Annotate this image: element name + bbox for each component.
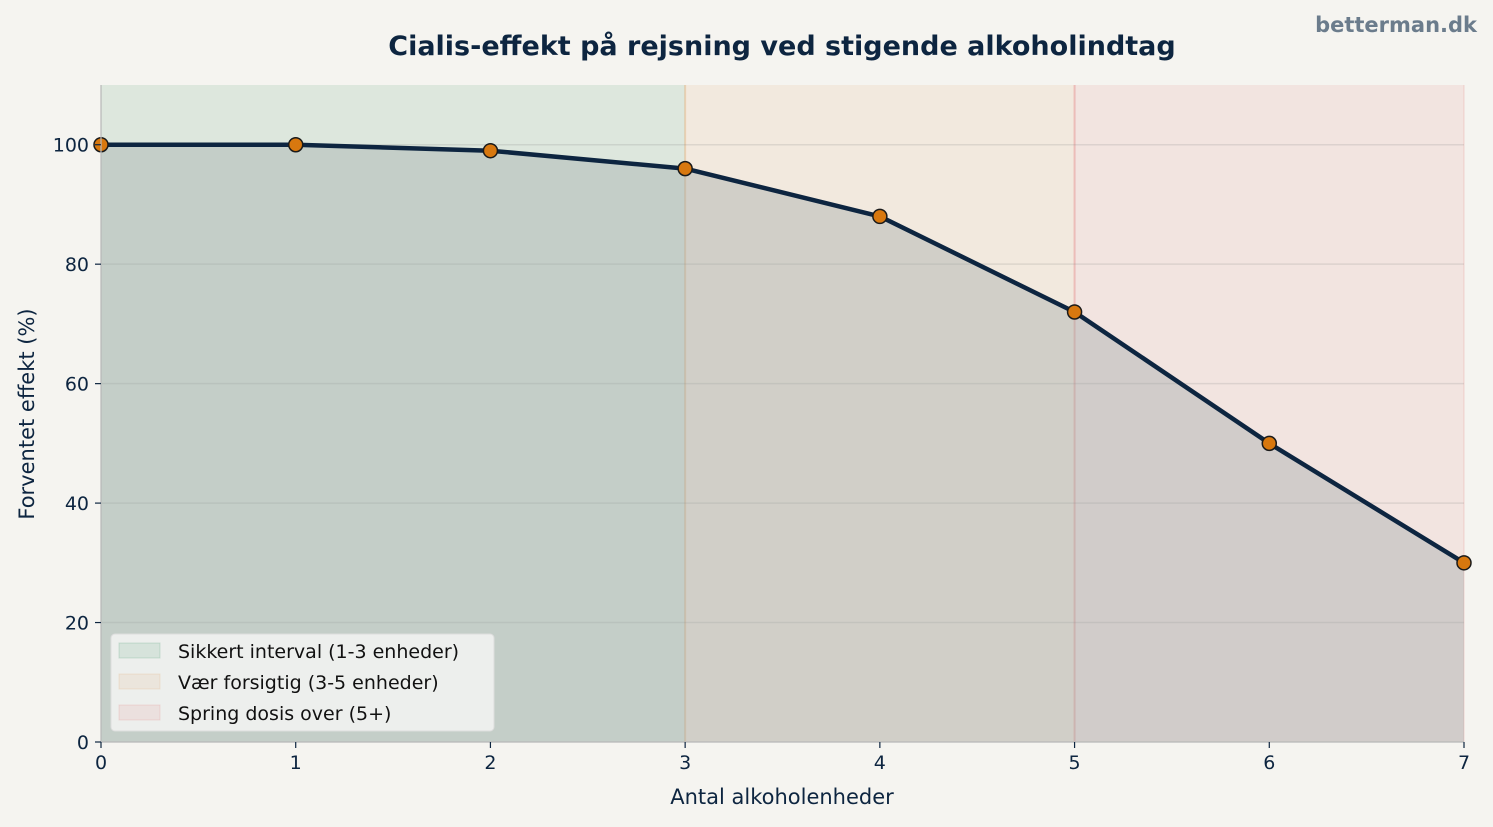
zone-band-1 [685,85,1075,742]
legend-label-0: Sikkert interval (1-3 enheder) [178,641,459,663]
zones-layer [101,85,1465,742]
data-point-7 [1456,555,1472,571]
x-tick-label-4: 4 [874,752,886,774]
data-point-2 [482,142,499,159]
legend-swatch-2 [118,704,161,721]
x-tick-label-0: 0 [95,752,107,774]
y-tick-label-3: 60 [65,374,89,396]
x-tick-label-6: 6 [1263,752,1275,774]
legend-box [110,633,495,732]
area-fill [101,144,1464,742]
zone-band-0 [101,85,686,742]
chart-title: Cialis-effekt på rejsning ved stigende a… [388,30,1175,62]
legend-label-1: Vær forsigtig (3-5 enheder) [178,672,439,694]
data-point-6 [1261,435,1278,452]
area-layer [101,144,1464,742]
axes-layer: 0 1 2 3 4 5 6 7 0 20 40 60 80 100 [53,85,1470,774]
x-tick-label-7: 7 [1458,752,1470,774]
points-layer [93,136,1472,571]
watermark: betterman.dk [1315,13,1478,37]
x-tick-label-3: 3 [679,752,691,774]
y-tick-label-2: 40 [65,493,89,515]
y-tick-label-5: 100 [53,135,89,157]
x-tick-label-5: 5 [1069,752,1081,774]
series-line [98,142,1467,566]
data-point-5 [1066,304,1083,320]
y-tick-label-4: 80 [65,254,89,276]
legend-swatch-1 [118,673,161,690]
x-tick-label-2: 2 [484,752,496,774]
data-point-4 [872,208,888,225]
y-tick-label-1: 20 [65,613,89,635]
y-axis-label: Forventet effekt (%) [15,308,39,519]
data-point-1 [287,136,304,153]
legend-label-2: Spring dosis over (5+) [178,703,391,725]
line-layer [98,142,1467,566]
data-point-3 [677,160,693,177]
y-tick-label-0: 0 [77,732,89,754]
x-tick-label-1: 1 [290,752,302,774]
zone-band-2 [1074,85,1464,742]
legend: Sikkert interval (1-3 enheder) Vær forsig… [110,633,495,732]
legend-swatch-0 [118,642,161,659]
x-axis-label: Antal alkoholenheder [670,785,894,809]
legend-items: Sikkert interval (1-3 enheder) Vær forsig… [118,641,459,725]
